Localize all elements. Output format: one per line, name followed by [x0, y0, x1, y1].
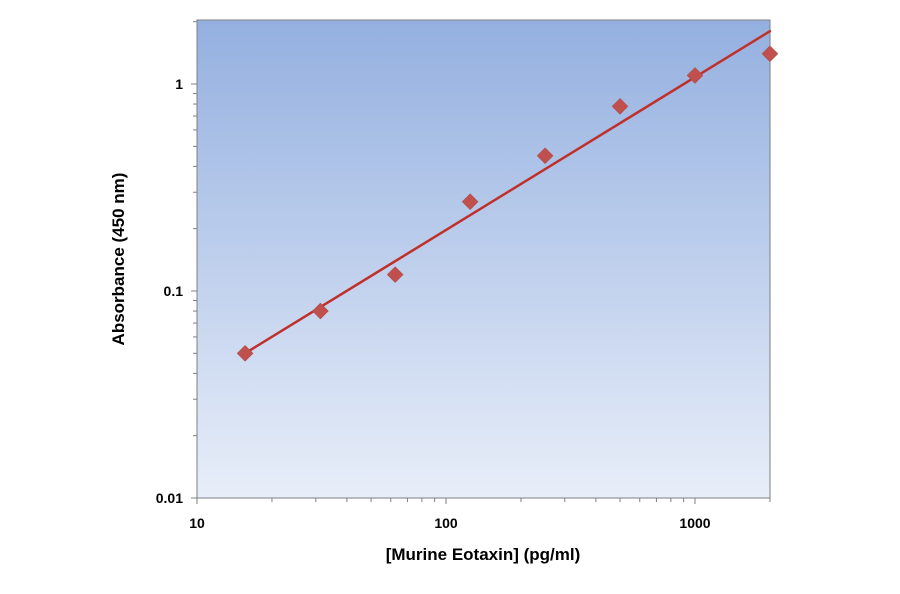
x-tick-label: 1000: [679, 515, 710, 531]
data-point: [761, 45, 779, 63]
data-points: [236, 45, 779, 362]
y-tick-label: 0.1: [164, 283, 184, 299]
data-point: [312, 302, 329, 320]
trendline: [243, 29, 772, 355]
data-point: [461, 193, 479, 211]
x-tick-label: 100: [434, 515, 458, 531]
plot-area: [196, 19, 771, 499]
y-tick-label: 1: [175, 76, 183, 92]
x-axis-title: [Murine Eotaxin] (pg/ml): [386, 545, 581, 564]
y-axis-ticks: 0.01 0.1 1: [156, 21, 197, 506]
trendline-layer: [243, 29, 772, 355]
x-axis-ticks: 10 100 1000: [189, 498, 771, 531]
y-axis-title: Absorbance (450 nm): [109, 173, 128, 346]
data-point: [686, 67, 704, 84]
data-point: [386, 266, 404, 283]
data-point: [236, 344, 254, 362]
x-tick-label: 10: [189, 515, 205, 531]
data-point: [536, 147, 554, 165]
data-point: [611, 97, 629, 115]
y-tick-label: 0.01: [156, 490, 183, 506]
